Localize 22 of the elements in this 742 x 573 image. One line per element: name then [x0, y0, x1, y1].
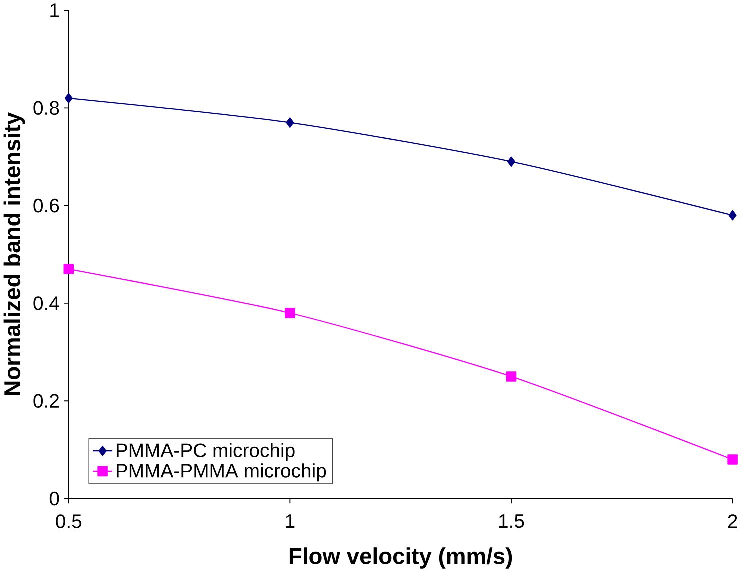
y-tick-label: 1 — [50, 4, 60, 18]
y-tick-label: 0.2 — [34, 394, 59, 408]
point — [728, 210, 737, 221]
y-tick-label: 0.8 — [34, 101, 60, 116]
point — [64, 93, 73, 104]
y-tick-label: 0.4 — [34, 296, 60, 311]
point — [64, 264, 74, 275]
x-axis-title: Flow velocity (mm/s) — [290, 548, 512, 570]
y-axis-title: Normalized band intensity — [4, 112, 26, 396]
point — [506, 372, 517, 382]
legend-label: PMMA-PC microchip — [116, 443, 295, 462]
point — [728, 454, 738, 466]
x-tick-label: 1 — [286, 514, 295, 528]
y-tick-label: 0 — [50, 492, 60, 506]
point — [286, 118, 294, 128]
y-tick-label: 0.6 — [34, 199, 60, 213]
point — [285, 308, 296, 319]
legend-label: PMMA-PMMA microchip — [116, 464, 326, 482]
x-tick-label: 2 — [728, 514, 738, 528]
point — [507, 156, 516, 168]
x-tick-label: 1.5 — [499, 514, 524, 528]
x-tick-label: 0.5 — [56, 514, 82, 528]
